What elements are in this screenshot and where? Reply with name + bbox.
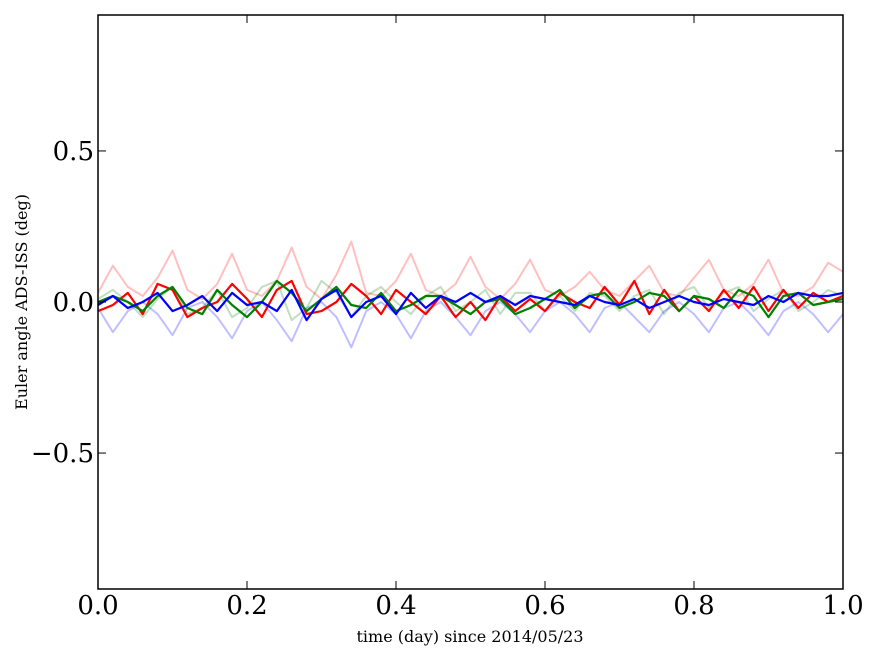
y-tick-label: 0.5 xyxy=(53,137,94,167)
y-axis-label: Euler angle ADS-ISS (deg) xyxy=(12,194,31,410)
x-tick-label: 0.4 xyxy=(375,591,416,621)
series-line-5 xyxy=(97,279,844,319)
x-axis-label: time (day) since 2014/05/23 xyxy=(356,627,583,646)
series-line-1 xyxy=(97,240,844,300)
tick-layer: 0.0 0.2 0.4 0.6 0.8 1.0 −0.5 0.0 0.5 xyxy=(31,15,864,621)
x-tick-label: 0.2 xyxy=(226,591,267,621)
y-tick-label: 0.0 xyxy=(53,288,94,318)
x-tick-label: 0.0 xyxy=(77,591,118,621)
x-tick-label: 0.8 xyxy=(673,591,714,621)
series-line-3 xyxy=(97,301,844,349)
x-tick-label: 1.0 xyxy=(822,591,863,621)
series-layer xyxy=(97,240,844,349)
series-line-6 xyxy=(97,288,844,322)
y-tick-label: −0.5 xyxy=(31,439,94,469)
plot-frame xyxy=(97,14,844,590)
x-tick-label: 0.6 xyxy=(524,591,565,621)
